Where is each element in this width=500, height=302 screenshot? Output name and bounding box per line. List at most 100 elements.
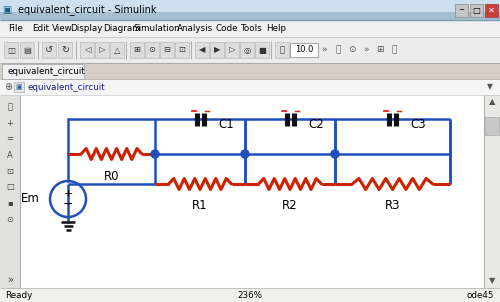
- Bar: [42, 42, 56, 58]
- Bar: [20, 42, 34, 58]
- Bar: [80, 42, 94, 58]
- Text: ◁: ◁: [84, 46, 90, 54]
- Bar: [0, 288, 500, 302]
- Bar: [195, 42, 209, 58]
- Text: File: File: [8, 24, 23, 33]
- Bar: [455, 4, 468, 17]
- Text: ▤: ▤: [23, 46, 31, 54]
- Text: 10.0: 10.0: [295, 46, 313, 54]
- Text: R0: R0: [104, 170, 120, 183]
- Bar: [0, 95, 20, 288]
- Text: Analysis: Analysis: [177, 24, 213, 33]
- Text: equivalent_circuit - Simulink: equivalent_circuit - Simulink: [18, 5, 156, 15]
- Text: Tools: Tools: [240, 24, 262, 33]
- Text: ▷: ▷: [229, 46, 235, 54]
- Bar: [160, 42, 174, 58]
- Bar: [4, 42, 18, 58]
- Text: equivalent_circuit: equivalent_circuit: [27, 82, 104, 92]
- Text: Code: Code: [215, 24, 238, 33]
- Text: ⊞: ⊞: [134, 46, 140, 54]
- Text: □: □: [6, 182, 14, 191]
- Text: R2: R2: [282, 199, 298, 212]
- Text: Em: Em: [21, 192, 40, 205]
- Bar: [275, 42, 289, 58]
- Text: ▪: ▪: [7, 198, 13, 207]
- Bar: [240, 42, 254, 58]
- Bar: [20, 95, 484, 288]
- Text: ⊙: ⊙: [6, 214, 14, 223]
- Bar: [14, 82, 24, 92]
- Bar: [225, 42, 239, 58]
- Text: ⊙: ⊙: [148, 46, 156, 54]
- Bar: [0, 20, 500, 37]
- Text: Display: Display: [70, 24, 102, 33]
- Text: »: »: [363, 46, 369, 54]
- Bar: [175, 42, 189, 58]
- Text: Simulation: Simulation: [133, 24, 180, 33]
- Text: Ready: Ready: [5, 291, 32, 300]
- Text: ▷: ▷: [99, 46, 105, 54]
- Text: Help: Help: [266, 24, 286, 33]
- Text: »: »: [7, 275, 13, 285]
- Text: 🔍: 🔍: [8, 102, 12, 111]
- Text: ▣: ▣: [2, 5, 12, 15]
- Bar: [210, 42, 224, 58]
- Text: ▣: ▣: [16, 84, 22, 90]
- Text: ⊟: ⊟: [164, 46, 170, 54]
- Text: ⊡: ⊡: [178, 46, 186, 54]
- Bar: [2, 64, 84, 79]
- Text: +: +: [64, 189, 72, 199]
- Text: ▶: ▶: [214, 46, 220, 54]
- Text: Diagram: Diagram: [103, 24, 141, 33]
- Text: □: □: [472, 6, 480, 15]
- Text: C2: C2: [308, 117, 324, 130]
- Text: ◀: ◀: [199, 46, 205, 54]
- Bar: [485, 4, 498, 17]
- Bar: [485, 117, 499, 135]
- Bar: [0, 37, 500, 63]
- Text: ▲: ▲: [489, 98, 495, 107]
- Text: 🐛: 🐛: [336, 46, 340, 54]
- Text: ▼: ▼: [487, 82, 493, 92]
- Text: Edit: Edit: [32, 24, 49, 33]
- Text: △: △: [114, 46, 120, 54]
- Text: +: +: [6, 118, 14, 127]
- Text: C3: C3: [410, 117, 426, 130]
- Text: ─: ─: [460, 8, 464, 14]
- Bar: [290, 43, 318, 57]
- Text: ⊡: ⊡: [6, 166, 14, 175]
- Bar: [145, 42, 159, 58]
- Text: »: »: [321, 46, 327, 54]
- Bar: [0, 0, 500, 12]
- Bar: [0, 0, 500, 20]
- Bar: [0, 12, 500, 20]
- Text: ⊙: ⊙: [348, 46, 356, 54]
- Text: ◫: ◫: [7, 46, 15, 54]
- Bar: [484, 95, 500, 288]
- Circle shape: [151, 150, 159, 158]
- Text: ↻: ↻: [61, 45, 69, 55]
- Circle shape: [241, 150, 249, 158]
- Text: ▼: ▼: [489, 277, 495, 285]
- Text: =: =: [6, 134, 14, 143]
- Text: 🔍: 🔍: [392, 46, 396, 54]
- Bar: [255, 42, 269, 58]
- Text: ✕: ✕: [488, 6, 495, 15]
- Text: ↺: ↺: [45, 45, 53, 55]
- Text: A: A: [7, 150, 13, 159]
- Text: ⊕: ⊕: [4, 82, 12, 92]
- Text: View: View: [52, 24, 73, 33]
- Bar: [58, 42, 72, 58]
- Text: ⊞: ⊞: [376, 46, 384, 54]
- Bar: [470, 4, 483, 17]
- Bar: [0, 63, 500, 79]
- Text: equivalent_circuit: equivalent_circuit: [8, 67, 86, 76]
- Text: ode45: ode45: [466, 291, 494, 300]
- Bar: [0, 79, 500, 95]
- Bar: [130, 42, 144, 58]
- Text: R3: R3: [385, 199, 400, 212]
- Bar: [110, 42, 124, 58]
- Circle shape: [331, 150, 339, 158]
- Text: R1: R1: [192, 199, 208, 212]
- Text: −: −: [63, 198, 73, 210]
